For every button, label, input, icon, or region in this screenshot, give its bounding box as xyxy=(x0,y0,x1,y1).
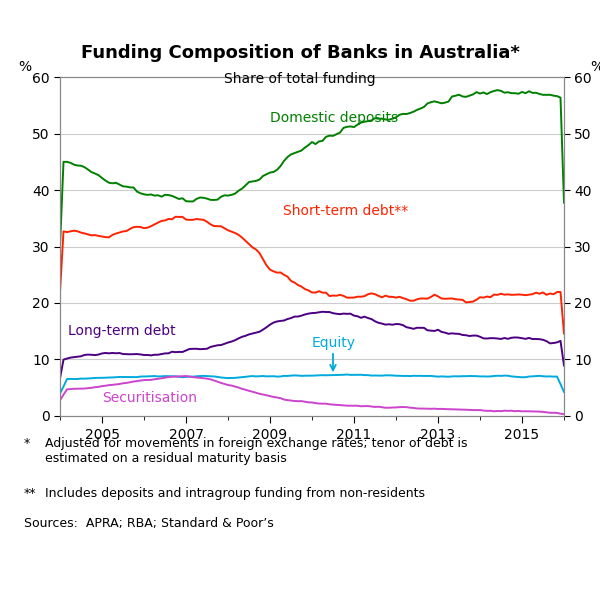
Text: *: * xyxy=(24,437,30,450)
Text: Domestic deposits: Domestic deposits xyxy=(270,111,398,125)
Text: Sources:  APRA; RBA; Standard & Poor’s: Sources: APRA; RBA; Standard & Poor’s xyxy=(24,517,274,530)
Text: Securitisation: Securitisation xyxy=(102,391,197,405)
Text: Share of total funding: Share of total funding xyxy=(224,72,376,87)
Text: Equity: Equity xyxy=(312,336,356,350)
Text: Short-term debt**: Short-term debt** xyxy=(283,204,408,219)
Text: Adjusted for movements in foreign exchange rates; tenor of debt is
estimated on : Adjusted for movements in foreign exchan… xyxy=(45,437,467,465)
Text: **: ** xyxy=(24,487,37,500)
Text: Long-term debt: Long-term debt xyxy=(68,324,176,338)
Text: Includes deposits and intragroup funding from non-residents: Includes deposits and intragroup funding… xyxy=(45,487,425,500)
Text: Funding Composition of Banks in Australia*: Funding Composition of Banks in Australi… xyxy=(80,45,520,62)
Text: %: % xyxy=(590,60,600,74)
Text: %: % xyxy=(18,60,31,74)
